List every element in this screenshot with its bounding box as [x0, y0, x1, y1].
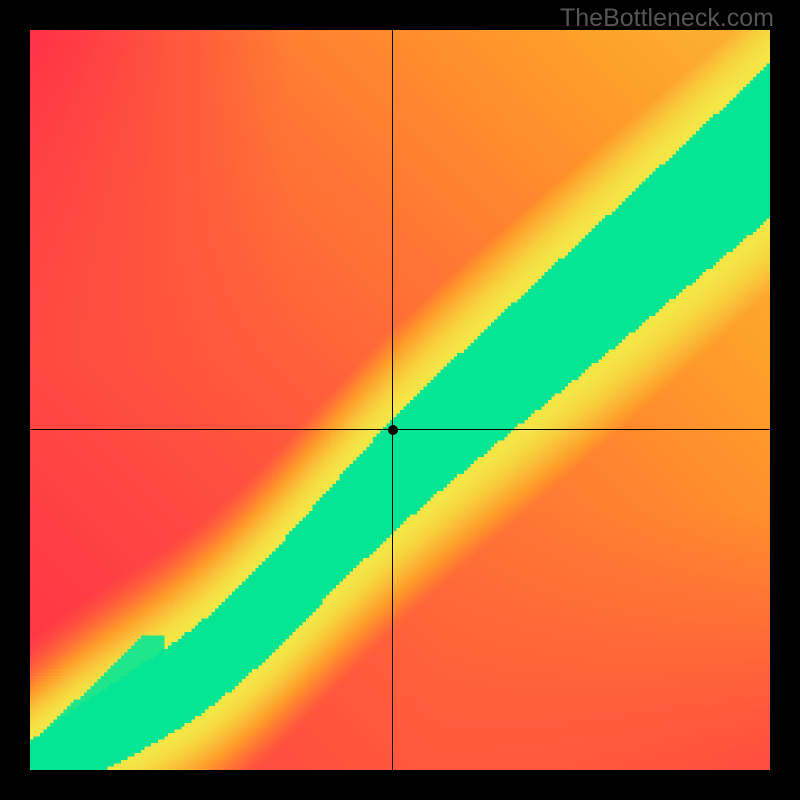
bottleneck-heatmap — [30, 30, 770, 770]
crosshair-horizontal — [30, 429, 770, 430]
watermark-text: TheBottleneck.com — [560, 4, 774, 33]
selection-marker — [388, 425, 398, 435]
crosshair-vertical — [392, 30, 393, 770]
